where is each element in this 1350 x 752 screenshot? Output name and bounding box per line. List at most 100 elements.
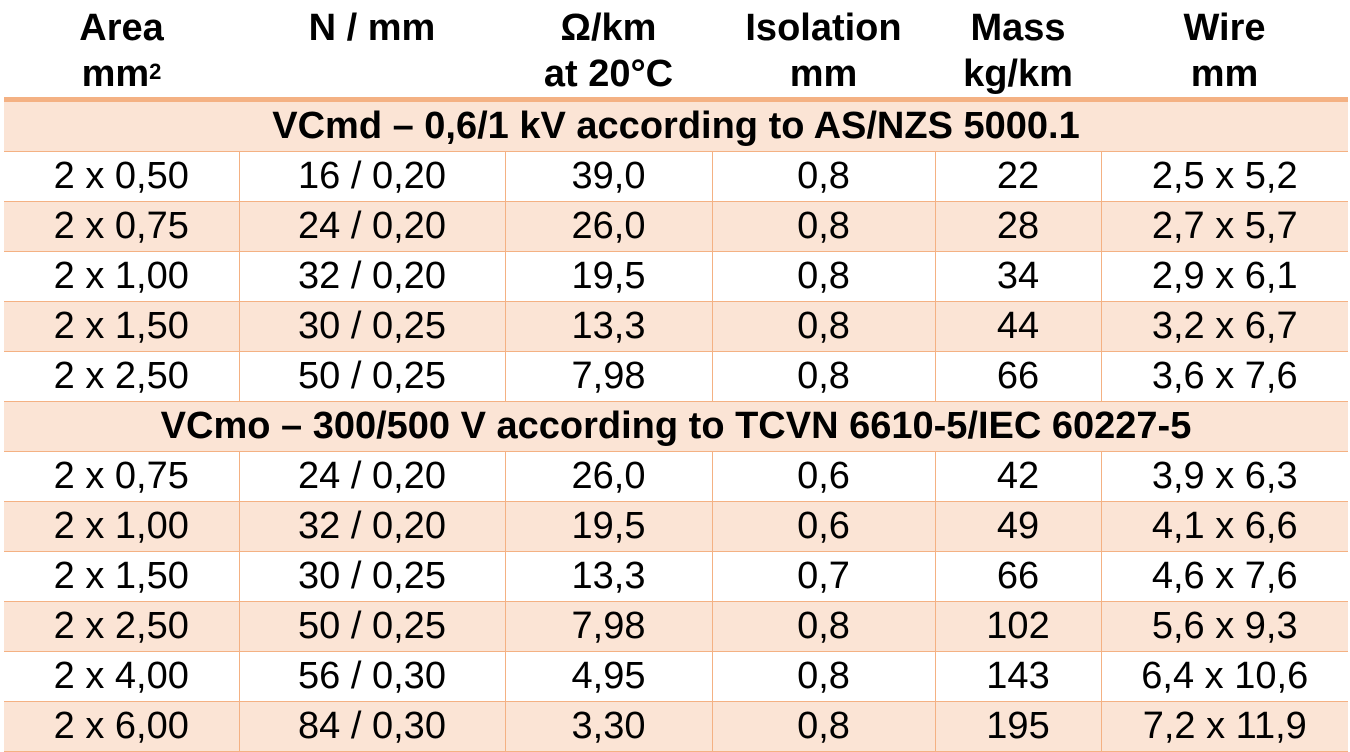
header-resistance: Ω/km at 20°C: [505, 0, 712, 100]
cell-isolation: 0,8: [712, 701, 936, 752]
cell-area: 2 x 1,00: [4, 501, 240, 552]
cell-resistance: 26,0: [505, 451, 713, 502]
table-row: 2 x 4,00 56 / 0,30 4,95 0,8 143 6,4 x 10,6: [4, 651, 1348, 702]
header-isolation-unit: mm: [789, 53, 858, 95]
cell-mass: 66: [935, 551, 1102, 602]
cell-isolation: 0,8: [712, 251, 936, 302]
cell-wire: 3,6 x 7,6: [1101, 351, 1348, 402]
header-area-unit-sup: 2: [149, 59, 162, 84]
header-isolation: Isolation mm: [712, 0, 935, 100]
cell-isolation: 0,8: [712, 351, 936, 402]
cell-mass: 195: [935, 701, 1102, 752]
table-row: 2 x 0,75 24 / 0,20 26,0 0,6 42 3,9 x 6,3: [4, 451, 1348, 502]
header-conductor-label: N / mm: [308, 7, 436, 49]
cell-isolation: 0,8: [712, 151, 936, 202]
cell-area: 2 x 2,50: [4, 351, 240, 402]
header-area-unit-base: mm: [81, 53, 150, 95]
cell-conductor: 32 / 0,20: [239, 251, 506, 302]
cable-spec-table: Area mm2 N / mm Ω/km at 20°C Isolation m…: [4, 0, 1348, 752]
cell-conductor: 50 / 0,25: [239, 601, 506, 652]
table-row: 2 x 1,00 32 / 0,20 19,5 0,8 34 2,9 x 6,1: [4, 251, 1348, 302]
cell-conductor: 50 / 0,25: [239, 351, 506, 402]
header-resistance-unit: at 20°C: [543, 53, 674, 95]
cell-conductor: 32 / 0,20: [239, 501, 506, 552]
cell-conductor: 30 / 0,25: [239, 301, 506, 352]
cell-isolation: 0,8: [712, 201, 936, 252]
cell-resistance: 19,5: [505, 251, 713, 302]
cell-isolation: 0,6: [712, 451, 936, 502]
header-wire: Wire mm: [1101, 0, 1348, 100]
header-isolation-label: Isolation: [745, 7, 902, 49]
header-mass-label: Mass: [970, 7, 1066, 49]
cell-resistance: 4,95: [505, 651, 713, 702]
cell-area: 2 x 1,50: [4, 551, 240, 602]
header-resistance-label: Ω/km: [560, 7, 657, 49]
table-header: Area mm2 N / mm Ω/km at 20°C Isolation m…: [4, 0, 1348, 100]
cell-resistance: 7,98: [505, 601, 713, 652]
header-wire-unit: mm: [1190, 53, 1259, 95]
cell-resistance: 26,0: [505, 201, 713, 252]
header-conductor: N / mm: [239, 0, 505, 100]
cell-area: 2 x 0,50: [4, 151, 240, 202]
cell-mass: 44: [935, 301, 1102, 352]
cell-isolation: 0,8: [712, 301, 936, 352]
table-row: 2 x 0,75 24 / 0,20 26,0 0,8 28 2,7 x 5,7: [4, 201, 1348, 252]
section-row: VCmd – 0,6/1 kV according to AS/NZS 5000…: [4, 99, 1348, 152]
cell-wire: 2,5 x 5,2: [1101, 151, 1348, 202]
table-row: 2 x 1,00 32 / 0,20 19,5 0,6 49 4,1 x 6,6: [4, 501, 1348, 552]
section-title: VCmd – 0,6/1 kV according to AS/NZS 5000…: [4, 99, 1348, 152]
table-body: VCmd – 0,6/1 kV according to AS/NZS 5000…: [4, 99, 1348, 752]
section-row: VCmo – 300/500 V according to TCVN 6610-…: [4, 401, 1348, 452]
cell-mass: 102: [935, 601, 1102, 652]
cell-conductor: 24 / 0,20: [239, 451, 506, 502]
header-mass: Mass kg/km: [935, 0, 1101, 100]
cell-isolation: 0,7: [712, 551, 936, 602]
cell-mass: 22: [935, 151, 1102, 202]
header-area-unit: mm2: [4, 51, 239, 97]
header-wire-label: Wire: [1183, 7, 1266, 49]
cell-area: 2 x 1,00: [4, 251, 240, 302]
cell-resistance: 3,30: [505, 701, 713, 752]
cell-mass: 49: [935, 501, 1102, 552]
cell-conductor: 30 / 0,25: [239, 551, 506, 602]
cell-area: 2 x 1,50: [4, 301, 240, 352]
cell-area: 2 x 4,00: [4, 651, 240, 702]
cell-wire: 4,1 x 6,6: [1101, 501, 1348, 552]
cell-wire: 4,6 x 7,6: [1101, 551, 1348, 602]
cell-area: 2 x 2,50: [4, 601, 240, 652]
cell-resistance: 13,3: [505, 551, 713, 602]
cell-area: 2 x 6,00: [4, 701, 240, 752]
cell-resistance: 39,0: [505, 151, 713, 202]
table-row: 2 x 1,50 30 / 0,25 13,3 0,7 66 4,6 x 7,6: [4, 551, 1348, 602]
section-title: VCmo – 300/500 V according to TCVN 6610-…: [4, 401, 1348, 452]
cell-wire: 3,9 x 6,3: [1101, 451, 1348, 502]
table-row: 2 x 0,50 16 / 0,20 39,0 0,8 22 2,5 x 5,2: [4, 151, 1348, 202]
cell-mass: 42: [935, 451, 1102, 502]
cell-wire: 3,2 x 6,7: [1101, 301, 1348, 352]
header-area-label: Area: [79, 7, 164, 49]
cell-conductor: 56 / 0,30: [239, 651, 506, 702]
cell-wire: 5,6 x 9,3: [1101, 601, 1348, 652]
table-row: 2 x 2,50 50 / 0,25 7,98 0,8 102 5,6 x 9,3: [4, 601, 1348, 652]
table-row: 2 x 6,00 84 / 0,30 3,30 0,8 195 7,2 x 11,9: [4, 701, 1348, 752]
cell-area: 2 x 0,75: [4, 201, 240, 252]
cell-mass: 34: [935, 251, 1102, 302]
cell-isolation: 0,6: [712, 501, 936, 552]
cell-mass: 66: [935, 351, 1102, 402]
table-row: 2 x 1,50 30 / 0,25 13,3 0,8 44 3,2 x 6,7: [4, 301, 1348, 352]
cell-conductor: 24 / 0,20: [239, 201, 506, 252]
cell-conductor: 84 / 0,30: [239, 701, 506, 752]
cell-mass: 143: [935, 651, 1102, 702]
cell-resistance: 19,5: [505, 501, 713, 552]
header-row: Area mm2 N / mm Ω/km at 20°C Isolation m…: [4, 0, 1348, 100]
cell-area: 2 x 0,75: [4, 451, 240, 502]
cell-isolation: 0,8: [712, 601, 936, 652]
cell-wire: 6,4 x 10,6: [1101, 651, 1348, 702]
cell-wire: 2,7 x 5,7: [1101, 201, 1348, 252]
cell-resistance: 7,98: [505, 351, 713, 402]
cell-resistance: 13,3: [505, 301, 713, 352]
cell-wire: 7,2 x 11,9: [1101, 701, 1348, 752]
header-area: Area mm2: [4, 0, 239, 100]
cell-conductor: 16 / 0,20: [239, 151, 506, 202]
